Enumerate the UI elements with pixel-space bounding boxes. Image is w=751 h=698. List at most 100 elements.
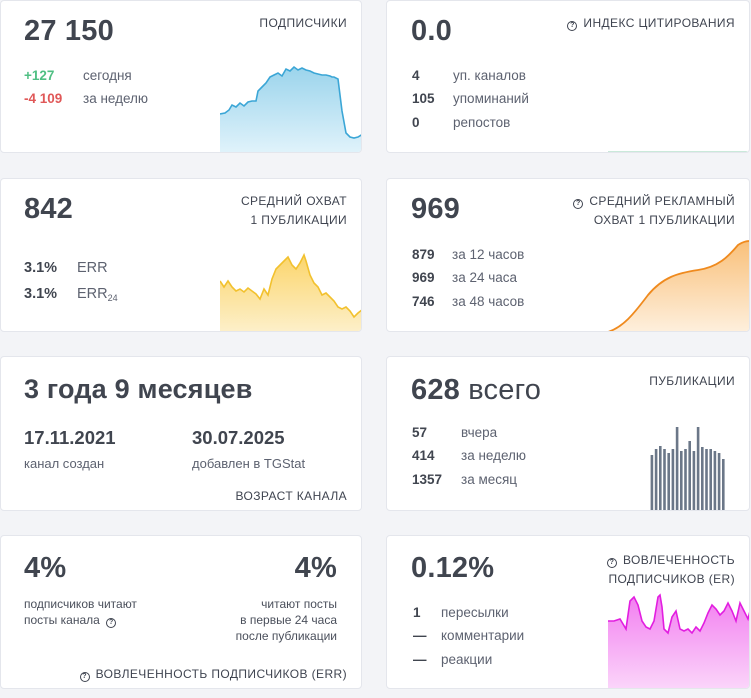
posts-bar [705, 449, 708, 510]
err-right-line3: после публикации [235, 629, 337, 643]
reach-chart [220, 252, 361, 331]
posts-yesterday-label: вчера [461, 425, 498, 440]
er-forwards-label: пересылки [441, 605, 509, 620]
citation-channels-label: уп. каналов [453, 68, 526, 83]
reach-err-label: ERR [77, 260, 108, 276]
err-left-value: 4% [24, 552, 67, 584]
posts-bar [722, 459, 725, 510]
question-icon[interactable]: ? [606, 558, 617, 568]
er-row-comments: — комментарии [413, 626, 613, 646]
posts-bar [680, 451, 683, 510]
citation-mentions-value: 105 [412, 91, 435, 106]
posts-label: ПУБЛИКАЦИИ [649, 374, 735, 388]
subscribers-today-value: +127 [24, 68, 55, 83]
citation-row-reposts: 0 репостов [412, 113, 612, 133]
reach-label-line1: СРЕДНИЙ ОХВАТ [240, 194, 347, 208]
err-right-text: читают посты в первые 24 часа после публ… [236, 596, 337, 644]
reach-value: 842 [24, 193, 73, 225]
citation-row-channels: 4 уп. каналов [412, 66, 612, 86]
ad-reach-48h-label: за 48 часов [452, 294, 525, 309]
ad-reach-48h-value: 746 [412, 294, 435, 309]
posts-bar [654, 449, 658, 510]
er-comments-label: комментарии [441, 628, 525, 643]
subscribers-week-row: -4 109 за неделю [24, 89, 224, 109]
ad-reach-label-line2: ОХВАТ 1 ПУБЛИКАЦИИ [593, 213, 735, 227]
question-icon[interactable]: ? [79, 672, 90, 682]
posts-bar [638, 510, 641, 511]
reach-err24-value: 3.1% [24, 286, 58, 302]
ad-reach-24h-value: 969 [412, 270, 435, 285]
posts-bar [663, 449, 666, 510]
posts-total-unit: всего [468, 374, 542, 406]
citation-reposts-label: репостов [453, 115, 511, 130]
question-icon[interactable]: ? [106, 618, 117, 628]
reach-err24-row: 3.1% ERR24 [24, 284, 224, 304]
posts-bar [696, 427, 700, 510]
posts-chart [621, 427, 725, 511]
age-card[interactable]: 3 года 9 месяцев 17.11.2021 канал создан… [0, 356, 362, 511]
ad-reach-label-line1: ? СРЕДНИЙ РЕКЛАМНЫЙ [573, 192, 735, 211]
reach-card[interactable]: 842 СРЕДНИЙ ОХВАТ 1 ПУБЛИКАЦИИ 3.1% ERR … [0, 178, 362, 332]
err-left-text: подписчиков читают посты канала ? [24, 596, 137, 628]
posts-bar [667, 453, 670, 510]
created-date: 17.11.2021 [24, 427, 116, 448]
posts-week-label: за неделю [461, 448, 527, 463]
posts-row-month: 1357 за месяц [412, 470, 612, 490]
subscribers-card[interactable]: 27 150 ПОДПИСЧИКИ +127 сегодня -4 109 за… [0, 0, 362, 153]
posts-bar [709, 449, 712, 510]
er-comments-value: — [413, 628, 427, 643]
reach-err24-label: ERR24 [77, 284, 118, 308]
er-label: ? ВОВЛЕЧЕННОСТЬ ПОДПИСЧИКОВ (ER) [606, 551, 735, 589]
reach-err24-sub: 24 [107, 293, 118, 303]
posts-total-value: 628 [411, 374, 460, 406]
err-card[interactable]: 4% подписчиков читают посты канала ? 4% … [0, 535, 362, 689]
citation-channels-value: 4 [412, 68, 420, 83]
subscribers-today-row: +127 сегодня [24, 66, 224, 86]
subscribers-today-label: сегодня [83, 68, 132, 83]
question-icon[interactable]: ? [573, 199, 584, 209]
posts-card[interactable]: 628 всего ПУБЛИКАЦИИ 57 вчера 414 за нед… [386, 356, 750, 511]
er-row-reactions: — реакции [413, 650, 613, 670]
created-label: канал создан [24, 456, 105, 471]
citation-mentions-label: упоминаний [453, 91, 529, 106]
ad-reach-12h-value: 879 [412, 247, 435, 262]
ad-reach-row-48h: 746 за 48 часов [412, 292, 612, 312]
ad-reach-label: ? СРЕДНИЙ РЕКЛАМНЫЙ ОХВАТ 1 ПУБЛИКАЦИИ [573, 192, 735, 230]
citation-label-text: ИНДЕКС ЦИТИРОВАНИЯ [583, 16, 735, 30]
err-label: ? ВОВЛЕЧЕННОСТЬ ПОДПИСЧИКОВ (ERR) [79, 665, 347, 684]
citation-reposts-value: 0 [412, 115, 420, 130]
citation-index-value: 0.0 [411, 15, 452, 47]
err-left-line1: подписчиков читают [24, 597, 137, 611]
added-label: добавлен в TGStat [192, 456, 306, 471]
er-label-line1: ? ВОВЛЕЧЕННОСТЬ [606, 551, 735, 570]
er-value: 0.12% [411, 552, 495, 584]
subscribers-week-value: -4 109 [24, 91, 63, 106]
posts-bar [659, 446, 662, 510]
er-label-line2: ПОДПИСЧИКОВ (ER) [608, 572, 735, 586]
posts-month-label: за месяц [461, 472, 518, 487]
citation-label: ? ИНДЕКС ЦИТИРОВАНИЯ [567, 14, 735, 33]
posts-bar [688, 441, 691, 510]
subscribers-count: 27 150 [24, 15, 114, 47]
posts-week-value: 414 [412, 448, 435, 463]
err-right-value: 4% [294, 552, 337, 584]
er-label-line1-text: ВОВЛЕЧЕННОСТЬ [622, 553, 735, 567]
er-chart [608, 593, 749, 688]
err-right-line2: в первые 24 часа [240, 613, 337, 627]
citation-card[interactable]: 0.0 ? ИНДЕКС ЦИТИРОВАНИЯ 4 уп. каналов 10… [386, 0, 750, 153]
posts-bar [630, 510, 633, 511]
er-reactions-value: — [413, 652, 427, 667]
ad-reach-card[interactable]: 969 ? СРЕДНИЙ РЕКЛАМНЫЙ ОХВАТ 1 ПУБЛИКАЦИ… [386, 178, 750, 332]
question-icon[interactable]: ? [567, 21, 578, 31]
subscribers-chart [220, 65, 361, 152]
subscribers-label: ПОДПИСЧИКИ [259, 16, 347, 30]
er-card[interactable]: 0.12% ? ВОВЛЕЧЕННОСТЬ ПОДПИСЧИКОВ (ER) 1 … [386, 535, 750, 689]
posts-bar [717, 453, 721, 510]
posts-bar [621, 510, 624, 511]
reach-err-value: 3.1% [24, 260, 58, 276]
posts-bar [713, 451, 717, 510]
err-left-line2-text: посты канала [24, 613, 100, 627]
err-left-line2: посты канала ? [24, 612, 137, 628]
posts-bar [634, 510, 637, 511]
err-label-text: ВОВЛЕЧЕННОСТЬ ПОДПИСЧИКОВ (ERR) [95, 667, 347, 681]
